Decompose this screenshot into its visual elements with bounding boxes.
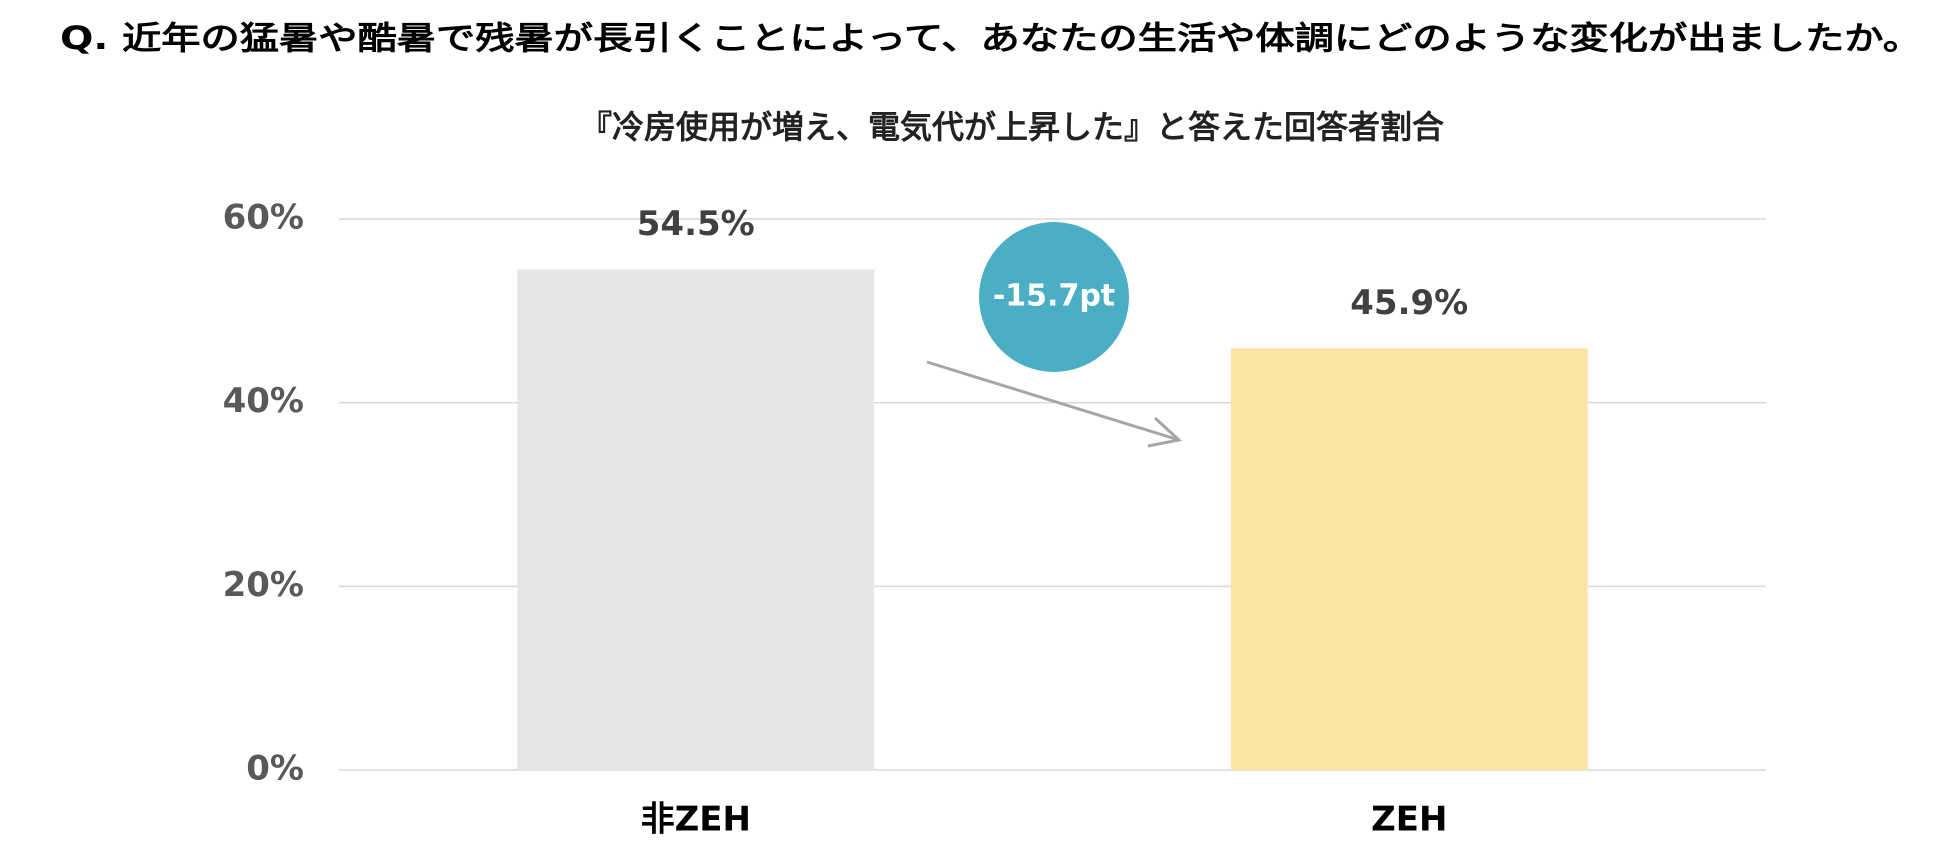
chart-title: 『冷房使用が増え、電気代が上昇した』と答えた回答者割合 <box>580 108 1444 146</box>
annotation: -15.7pt <box>993 279 1115 314</box>
annotation-circle <box>979 222 1129 372</box>
y-tick-label: 60% <box>223 198 304 238</box>
question: Q. 近年の猛暑や酷暑で残暑が長引くことによって、あなたの生活や体調にどのような… <box>60 19 1922 57</box>
bar <box>517 269 875 770</box>
x-tick-label: ZEH <box>1371 800 1447 840</box>
bar <box>1230 348 1588 770</box>
value-label: 45.9% <box>1350 283 1468 323</box>
arrow-head <box>1147 416 1183 448</box>
x-tick-label: 非ZEH <box>641 800 751 840</box>
value-label: 54.5% <box>637 204 755 244</box>
y-tick-label: 40% <box>223 381 304 421</box>
arrow <box>926 360 1180 442</box>
y-tick-label: 20% <box>223 565 304 605</box>
y-tick-label: 0% <box>246 749 304 789</box>
